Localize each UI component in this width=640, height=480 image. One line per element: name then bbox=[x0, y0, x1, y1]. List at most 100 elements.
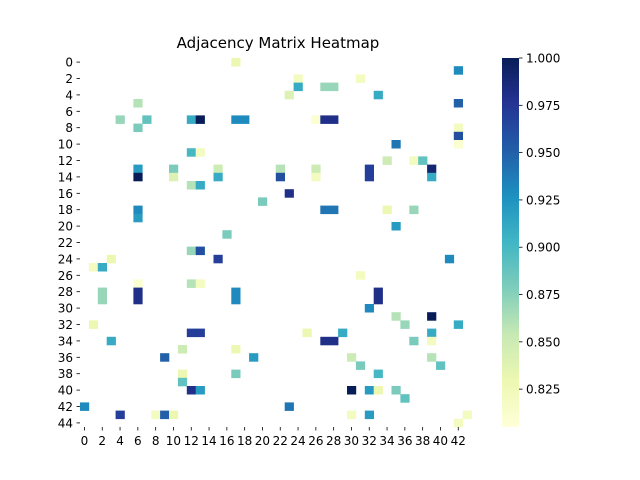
heatmap-cell bbox=[133, 295, 143, 305]
heatmap-cell bbox=[329, 205, 339, 215]
heatmap-cell bbox=[427, 164, 437, 174]
heatmap-cell bbox=[177, 369, 188, 379]
heatmap-cell bbox=[133, 287, 143, 297]
heatmap-cell bbox=[133, 172, 143, 182]
heatmap-cell bbox=[133, 99, 143, 108]
heatmap-cell bbox=[88, 320, 99, 329]
heatmap-cell bbox=[364, 410, 374, 420]
heatmap-cell bbox=[453, 99, 463, 108]
heatmap-cell bbox=[169, 172, 179, 182]
heatmap-cell bbox=[400, 394, 410, 403]
heatmap-cell bbox=[142, 115, 152, 124]
x-tick-label: 36 bbox=[397, 434, 412, 448]
heatmap-cell bbox=[115, 115, 125, 124]
heatmap-cell bbox=[444, 254, 455, 264]
colorbar-tick-label: 0.875 bbox=[526, 288, 560, 302]
heatmap-cell bbox=[186, 279, 196, 288]
heatmap-cell bbox=[195, 148, 205, 157]
heatmap-cell bbox=[320, 205, 330, 215]
x-tick-label: 26 bbox=[308, 434, 323, 448]
x-tick-label: 14 bbox=[201, 434, 216, 448]
heatmap-cell bbox=[364, 386, 374, 395]
colorbar-ticks: 0.825 0.850 0.875 0.900 0.925 0.950 0.975 1.000 bbox=[519, 52, 560, 397]
y-tick-label: 22 bbox=[58, 236, 73, 250]
x-tick-label: 6 bbox=[134, 434, 142, 448]
heatmap-cell bbox=[418, 156, 428, 165]
heatmap-cell bbox=[453, 418, 463, 428]
heatmap-cell bbox=[160, 353, 170, 362]
heatmap-cell bbox=[373, 386, 383, 395]
heatmap-cell bbox=[373, 295, 383, 305]
x-tick-label: 34 bbox=[379, 434, 394, 448]
x-tick-label: 12 bbox=[184, 434, 199, 448]
heatmap-cell bbox=[213, 164, 223, 174]
x-tick-label: 10 bbox=[166, 434, 181, 448]
colorbar-tick-label: 0.950 bbox=[526, 146, 560, 160]
y-tick-label: 30 bbox=[58, 302, 73, 316]
heatmap-cell bbox=[213, 172, 223, 182]
heatmap-cell bbox=[133, 205, 143, 215]
heatmap-cell bbox=[311, 115, 321, 124]
heatmap-cell bbox=[329, 82, 339, 92]
x-tick-label: 42 bbox=[451, 434, 466, 448]
heatmap-cell bbox=[151, 410, 161, 420]
y-tick-label: 36 bbox=[58, 351, 73, 365]
y-tick-label: 28 bbox=[58, 285, 73, 299]
heatmap-cell bbox=[231, 295, 241, 305]
heatmap-cell bbox=[391, 140, 401, 149]
y-axis-ticks: 0246810121416182022242628303234363840424… bbox=[58, 56, 80, 430]
colorbar-tick-label: 0.925 bbox=[526, 193, 560, 207]
y-tick-label: 14 bbox=[58, 170, 73, 184]
x-tick-label: 24 bbox=[290, 434, 305, 448]
heatmap-cell bbox=[373, 90, 383, 100]
heatmap-cell bbox=[231, 345, 241, 354]
y-tick-label: 24 bbox=[58, 252, 73, 266]
heatmap-cell bbox=[355, 271, 366, 280]
heatmap-cell bbox=[284, 90, 294, 100]
heatmap-cell bbox=[355, 74, 366, 83]
heatmap-cell bbox=[213, 254, 223, 264]
y-tick-label: 2 bbox=[65, 72, 73, 86]
heatmap-cell bbox=[186, 148, 196, 157]
heatmap-cell bbox=[133, 123, 143, 133]
heatmap-cell bbox=[97, 263, 107, 272]
heatmap-cell bbox=[391, 386, 401, 395]
heatmap-cell bbox=[311, 164, 321, 174]
heatmap-cell bbox=[338, 328, 348, 338]
heatmap-cell bbox=[88, 263, 99, 272]
heatmap-cell bbox=[186, 246, 196, 256]
y-tick-label: 0 bbox=[65, 56, 73, 70]
heatmap-cell bbox=[382, 156, 392, 165]
heatmap-cell bbox=[160, 410, 170, 420]
heatmap-cell bbox=[320, 115, 330, 124]
y-tick-label: 8 bbox=[65, 121, 73, 135]
x-tick-label: 2 bbox=[98, 434, 106, 448]
x-tick-label: 38 bbox=[415, 434, 430, 448]
y-tick-label: 6 bbox=[65, 105, 73, 119]
heatmap-cell bbox=[382, 205, 392, 215]
y-tick-label: 10 bbox=[58, 138, 73, 152]
heatmap-cell bbox=[453, 123, 463, 133]
x-tick-label: 20 bbox=[255, 434, 270, 448]
heatmap-cell bbox=[293, 82, 303, 92]
heatmap-cell bbox=[409, 205, 419, 215]
y-tick-label: 32 bbox=[58, 318, 73, 332]
y-tick-label: 20 bbox=[58, 220, 73, 234]
heatmap-cell bbox=[400, 320, 410, 329]
heatmap-cell bbox=[409, 156, 419, 165]
y-tick-label: 26 bbox=[58, 269, 73, 283]
heatmap-cell bbox=[364, 304, 374, 313]
heatmap-cell bbox=[195, 386, 205, 395]
heatmap-cell bbox=[222, 230, 232, 239]
heatmap-cell bbox=[453, 66, 463, 75]
heatmap-cell bbox=[258, 197, 268, 206]
heatmap-cell bbox=[275, 172, 285, 182]
heatmap-cell bbox=[427, 312, 437, 321]
heatmap-cell bbox=[169, 410, 179, 420]
x-tick-label: 32 bbox=[362, 434, 377, 448]
heatmap-cell bbox=[302, 328, 312, 338]
x-tick-label: 28 bbox=[326, 434, 341, 448]
heatmap-cell bbox=[364, 172, 374, 182]
heatmap-cell bbox=[106, 336, 116, 346]
